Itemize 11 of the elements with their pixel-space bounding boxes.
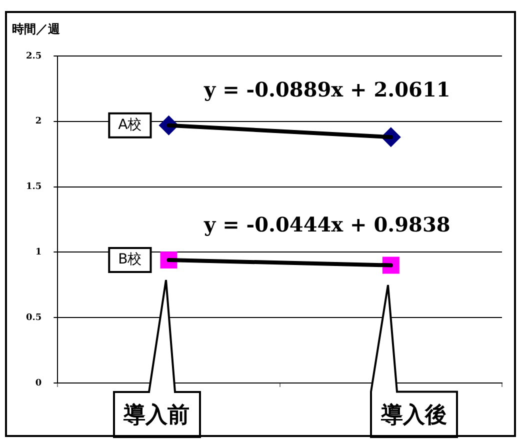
y-tick-label: 0 — [35, 378, 42, 388]
y-tick-label: 1 — [35, 248, 42, 258]
y-tick-label: 0.5 — [26, 312, 42, 323]
y-tick-label: 2 — [35, 116, 42, 127]
y-tick-label: 2.5 — [26, 51, 42, 62]
y-tick-label: 1.5 — [26, 182, 42, 192]
annotation: y = -0.0444x + 0.9838 — [203, 212, 450, 236]
y-axis-title: 時間／週 — [12, 22, 61, 36]
x-tick-label: 導入後 — [380, 402, 447, 430]
annotation: y = -0.0889x + 2.0611 — [203, 78, 450, 102]
x-tick-label: 導入前 — [124, 402, 190, 430]
